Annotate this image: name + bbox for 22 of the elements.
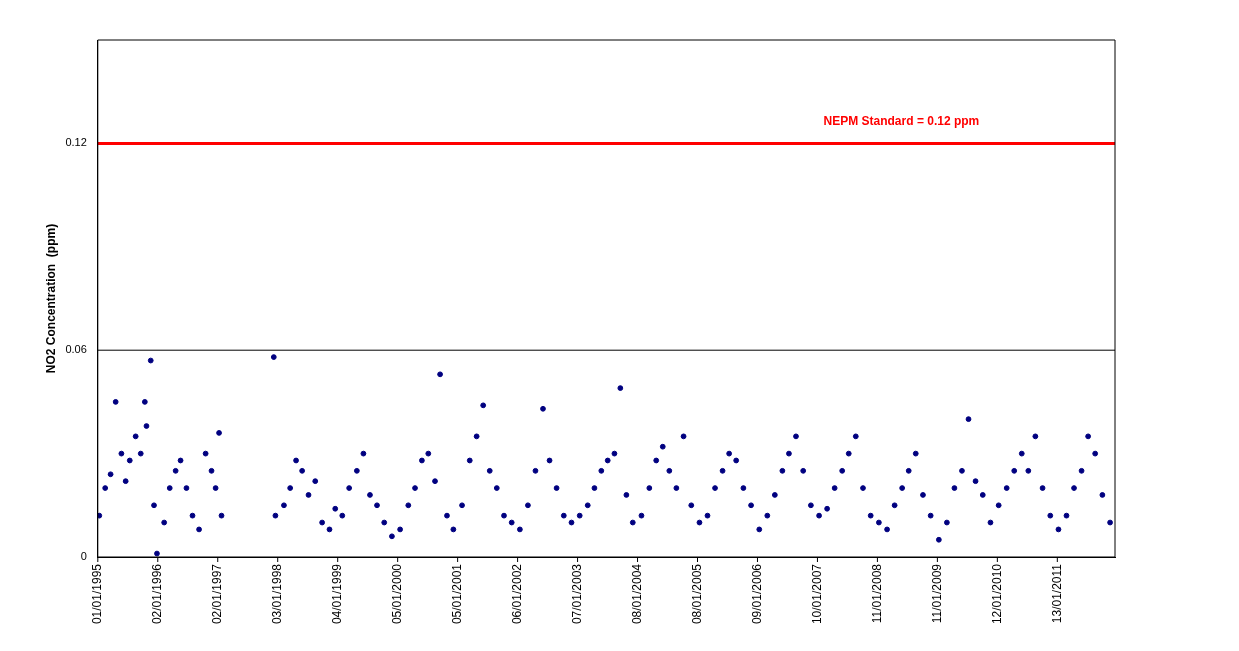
y-tick-label: 0.06 <box>65 343 87 356</box>
x-tick-label: 08/01/2005 <box>689 563 704 625</box>
x-tick-label: 11/01/2008 <box>869 563 884 624</box>
x-tick-label: 08/01/2004 <box>629 563 644 625</box>
x-tick-label: 04/01/1999 <box>330 563 344 625</box>
x-tick-label: 02/01/1996 <box>150 563 165 625</box>
x-tick-label: 02/01/1997 <box>210 563 225 625</box>
x-tick-label: 12/01/2010 <box>989 563 1004 625</box>
y-tick-label: 0.12 <box>65 136 87 149</box>
x-tick-label: 09/01/2006 <box>749 563 764 625</box>
x-tick-label: 06/01/2002 <box>509 563 524 625</box>
x-tick-label: 05/01/2001 <box>449 563 464 625</box>
y-tick-label: 0 <box>80 550 87 563</box>
x-tick-label: 03/01/1998 <box>270 563 285 625</box>
x-tick-label: 01/01/1995 <box>90 563 105 625</box>
x-tick-label: 05/01/2000 <box>389 563 404 625</box>
x-tick-label: 07/01/2003 <box>569 563 584 625</box>
x-tick-label: 13/01/2011 <box>1049 563 1064 624</box>
x-tick-label: 10/01/2007 <box>809 563 824 625</box>
x-tick-label: 11/01/2009 <box>929 563 944 624</box>
y-axis-title: NO2 Concentration (ppm) <box>43 223 58 374</box>
ref-line-label: NEPM Standard = 0.12 ppm <box>823 113 980 128</box>
